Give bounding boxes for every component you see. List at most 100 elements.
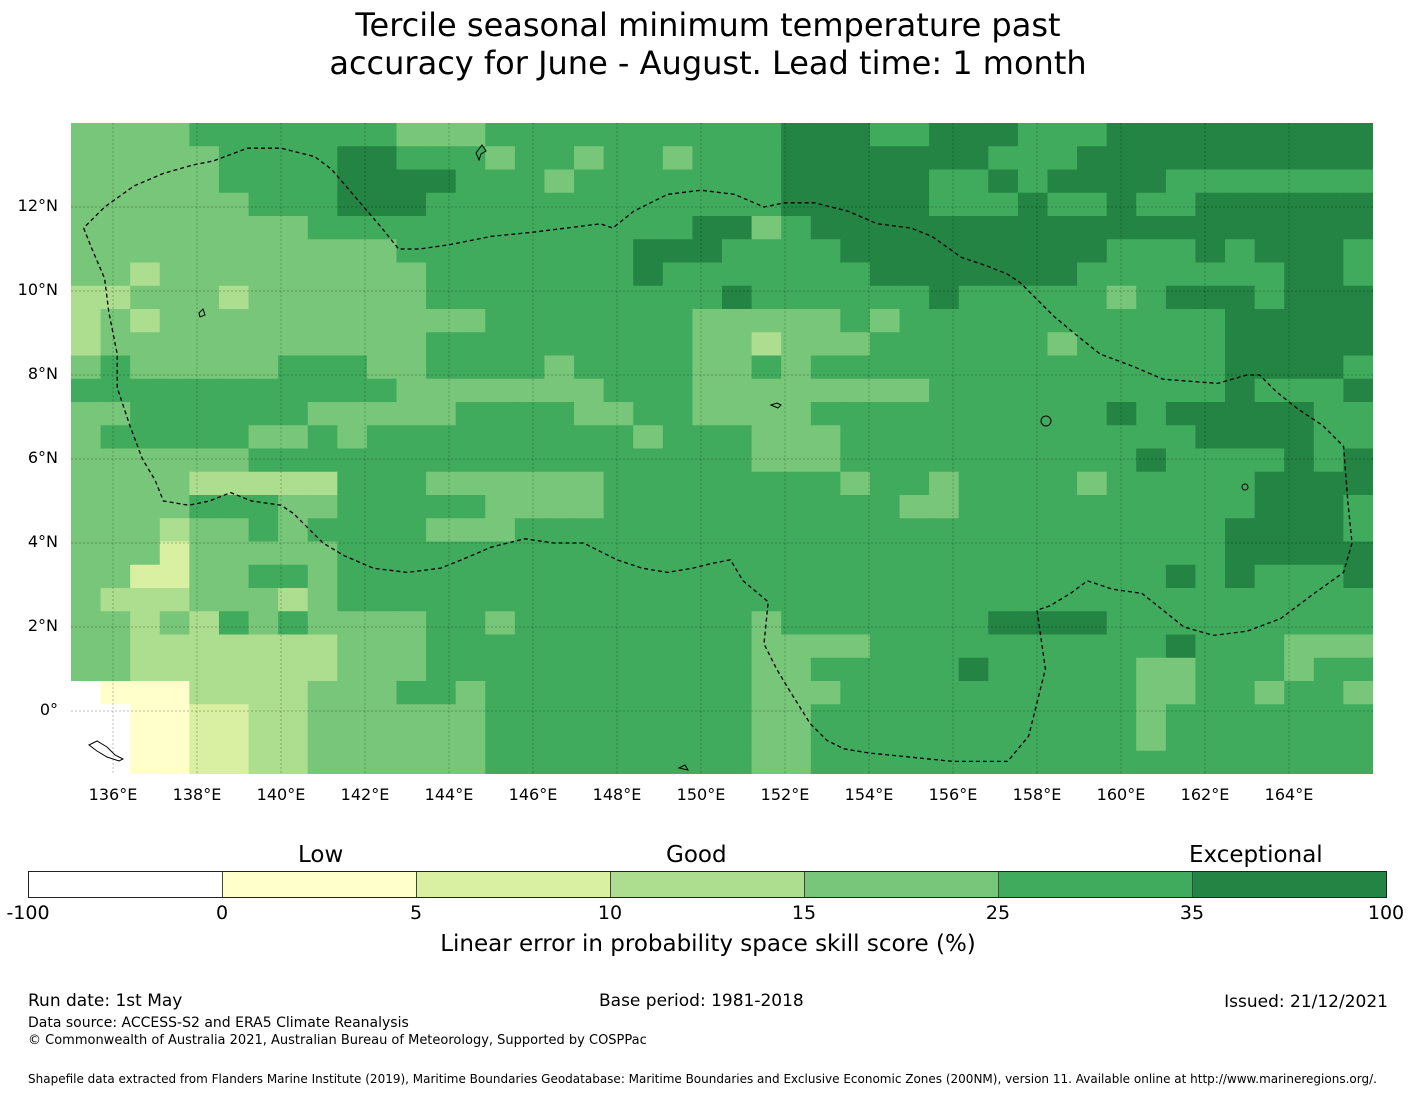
grid-cell [574,704,605,729]
grid-cell [1047,495,1078,519]
grid-cell [1195,495,1226,519]
grid-cell [1165,355,1197,380]
grid-cell [840,657,871,682]
grid-cell [988,332,1019,357]
grid-cell [662,448,694,473]
grid-cell [1343,471,1373,496]
grid-cell [337,216,368,240]
grid-cell [1254,657,1285,682]
grid-cell [840,471,871,496]
grid-cell [899,471,930,496]
grid-cell [71,564,102,589]
grid-cell [1343,657,1373,682]
grid-cell [485,169,516,194]
grid-cell [455,285,486,310]
grid-cell [840,216,871,240]
grid-cell [722,355,753,380]
grid-cell [958,448,989,473]
grid-cell [603,169,634,194]
grid-cell [1165,750,1197,774]
grid-cell [455,216,486,240]
grid-cell [130,541,161,566]
colorbar-tick: -100 [6,902,50,924]
grid-cell [929,262,960,287]
grid-cell [1284,146,1315,171]
grid-cell [810,588,841,612]
grid-cell [278,309,309,333]
grid-cell [840,750,871,774]
grid-cell [603,402,634,426]
grid-cell [662,471,694,496]
grid-cell [692,750,723,774]
grid-cell [248,541,279,566]
grid-cell [485,750,516,774]
grid-cell [751,750,782,774]
grid-cell [159,262,190,287]
grid-cell [307,727,338,752]
grid-cell [396,657,427,682]
grid-cell [633,541,664,566]
grid-cell [958,378,989,403]
grid-cell [130,588,161,612]
grid-cell [929,495,960,519]
grid-cell [218,285,250,310]
grid-cell [337,169,368,194]
grid-cell [662,285,694,310]
grid-cell [366,425,398,450]
grid-cell [1284,285,1315,310]
grid-cell [1195,309,1226,333]
grid-cell [929,239,960,264]
grid-cell [1254,448,1285,473]
grid-cell [1195,239,1226,264]
grid-cell [278,332,309,357]
grid-cell [1343,634,1373,659]
grid-cell [71,727,102,752]
grid-cell [1284,681,1315,705]
grid-cell [1017,355,1049,380]
grid-cell [1165,192,1197,217]
grid-cell [1195,216,1226,240]
grid-cell [958,471,989,496]
grid-cell [633,285,664,310]
grid-cell [1313,146,1345,171]
grid-cell [485,355,516,380]
lon-label-158e: 158°E [1012,785,1062,804]
grid-cell [1343,518,1373,543]
grid-cell [337,332,368,357]
grid-cell [455,448,486,473]
grid-cell [958,146,989,171]
grid-cell [1136,448,1167,473]
grid-cell [869,355,901,380]
grid-cell [1106,216,1137,240]
grid-cell [396,123,427,147]
grid-cell [899,355,930,380]
grid-cell [514,564,546,589]
grid-cell [840,727,871,752]
grid-cell [603,657,634,682]
grid-cell [366,541,398,566]
grid-cell [574,657,605,682]
legend-category-exceptional: Exceptional [1189,842,1323,868]
grid-cell [574,192,605,217]
grid-cell [869,471,901,496]
grid-cell [899,309,930,333]
grid-cell [751,332,782,357]
grid-cell [662,239,694,264]
grid-cell [869,402,901,426]
grid-cell [781,471,812,496]
grid-cell [1047,216,1078,240]
grid-cell [1254,216,1285,240]
grid-cell [781,588,812,612]
grid-cell [899,704,930,729]
grid-cell [278,169,309,194]
grid-cell [1254,750,1285,774]
grid-cell [603,588,634,612]
grid-cell [1136,239,1167,264]
grid-cell [544,402,575,426]
grid-cell [988,611,1019,636]
grid-cell [1313,123,1345,147]
grid-cell [1077,681,1108,705]
grid-cell [988,518,1019,543]
grid-cell [337,192,368,217]
grid-cell [1136,169,1167,194]
